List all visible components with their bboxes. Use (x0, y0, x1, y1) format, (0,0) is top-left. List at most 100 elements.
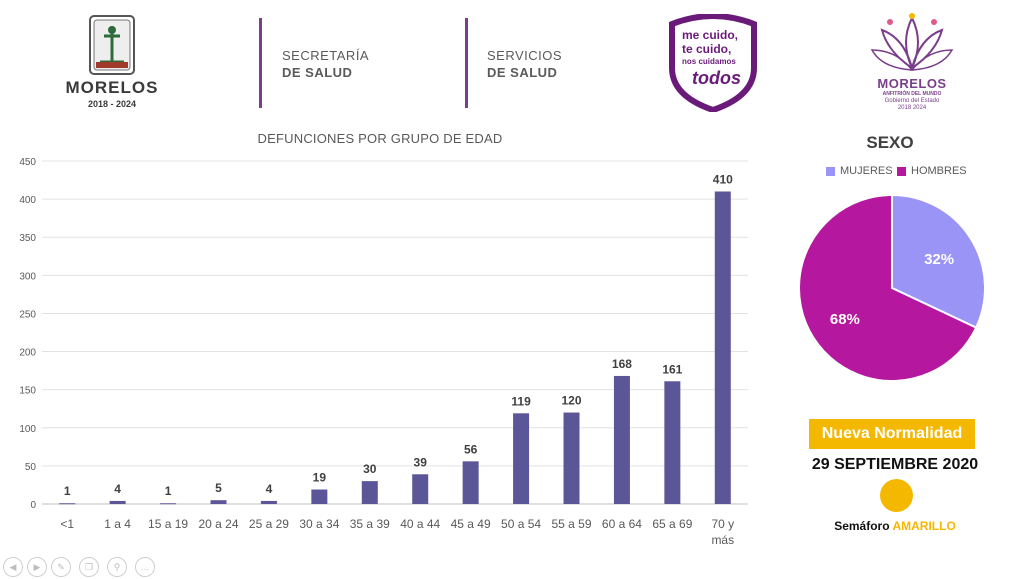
y-tick-label: 450 (19, 157, 36, 168)
semaforo-color: AMARILLO (892, 519, 956, 533)
x-tick-label-line: 45 a 49 (451, 517, 491, 531)
x-tick-label: 25 a 29 (249, 517, 289, 531)
bar (513, 413, 530, 504)
pie-value-label: 68% (830, 311, 860, 328)
x-tick-label: 30 a 34 (299, 517, 339, 531)
gov-logo-line2: Gobierno del Estado (884, 98, 940, 104)
bar (563, 412, 580, 504)
zoom-icon[interactable]: ⚲ (107, 557, 127, 577)
legend-label-hombres: HOMBRES (911, 165, 967, 177)
bar (714, 191, 731, 504)
x-tick-label: 1 a 4 (104, 517, 131, 531)
x-tick-label-line: más (711, 533, 734, 547)
semaforo-label: Semáforo (834, 519, 890, 533)
bar-data-label: 119 (511, 394, 531, 408)
y-tick-label: 400 (19, 195, 36, 206)
x-tick-label-line: 50 a 54 (501, 517, 541, 531)
bar-chart-title: DEFUNCIONES POR GRUPO DE EDAD (257, 131, 503, 146)
x-tick-label: 20 a 24 (198, 517, 238, 531)
y-tick-label: 100 (19, 424, 36, 435)
pen-icon[interactable]: ✎ (51, 557, 71, 577)
pie-slice (891, 193, 986, 329)
bar-data-label: 410 (713, 172, 733, 186)
shield-icon (669, 14, 757, 112)
y-tick-label: 200 (19, 348, 36, 359)
x-tick-label-line: 40 a 44 (400, 517, 440, 531)
dept1-line2: DE SALUD (282, 65, 353, 80)
x-tick-label-line: 55 a 59 (551, 517, 591, 531)
lotus-icon (870, 13, 954, 71)
header-divider-1 (259, 18, 262, 108)
bar-data-label: 19 (313, 471, 327, 485)
bar-data-label: 120 (561, 394, 581, 408)
y-tick-label: 0 (30, 500, 36, 511)
dept-servicios-salud: SERVICIOS DE SALUD (487, 47, 562, 81)
x-tick-label-line: 70 y (711, 517, 734, 531)
bar (210, 500, 227, 504)
y-tick-label: 150 (19, 386, 36, 397)
bar-data-label: 168 (612, 357, 632, 371)
x-tick-label-line: 1 a 4 (104, 517, 131, 531)
bar (311, 489, 328, 504)
pie-value-label: 32% (924, 251, 954, 268)
bar (412, 474, 429, 504)
x-tick-label-line: 60 a 64 (602, 517, 642, 531)
bar-data-label: 56 (464, 442, 478, 456)
bar (59, 503, 76, 505)
next-icon[interactable]: ▶ (27, 557, 47, 577)
bar (613, 375, 630, 504)
x-tick-label-line: 65 a 69 (652, 517, 692, 531)
gov-logo-tagline: ANFITRIÓN DEL MUNDO (882, 91, 942, 97)
gov-logo-line3: 2018 2024 (897, 105, 927, 111)
campaign-logo: me cuido, te cuido, nos cuidamos todos (668, 14, 758, 112)
header-divider-2 (465, 18, 468, 108)
report-date: 29 SEPTIEMBRE 2020 (811, 456, 979, 473)
dept2-line1: SERVICIOS (487, 48, 563, 63)
x-tick-label-line: 20 a 24 (198, 517, 238, 531)
x-tick-label: 60 a 64 (602, 517, 642, 531)
x-tick-label: 50 a 54 (501, 517, 541, 531)
legend-item-mujeres: MUJERES (826, 165, 893, 177)
phase-badge: Nueva Normalidad (809, 419, 975, 449)
bar (664, 381, 681, 504)
x-tick-label-line: <1 (60, 517, 74, 531)
x-tick-label-line: 35 a 39 (350, 517, 390, 531)
morelos-logo: MORELOS 2018 - 2024 (62, 12, 162, 112)
legend-label-mujeres: MUJERES (840, 165, 893, 177)
bar (260, 500, 277, 504)
dept-secretaria-salud: SECRETARÍA DE SALUD (282, 47, 369, 81)
bar-data-label: 30 (363, 462, 377, 476)
gov-logo-name: MORELOS (877, 76, 947, 91)
y-tick-label: 250 (19, 309, 36, 320)
dept1-line1: SECRETARÍA (282, 48, 370, 63)
dept2-line2: DE SALUD (487, 65, 558, 80)
bar-data-label: 39 (414, 455, 428, 469)
bar-data-label: 161 (662, 362, 682, 376)
copy-icon[interactable]: ❐ (79, 557, 99, 577)
legend-swatch-hombres (897, 166, 906, 176)
morelos-logo-name: MORELOS (65, 78, 159, 97)
y-tick-label: 50 (25, 462, 37, 473)
morelos-seal-icon (89, 15, 135, 75)
x-tick-label: 15 a 19 (148, 517, 188, 531)
prev-icon[interactable]: ◀ (3, 557, 23, 577)
gov-logo: MORELOS ANFITRIÓN DEL MUNDO Gobierno del… (862, 12, 962, 112)
more-icon[interactable]: … (135, 557, 155, 577)
pie-chart-title: SEXO (866, 133, 914, 152)
legend-item-hombres: HOMBRES (897, 165, 967, 177)
morelos-logo-years: 2018 - 2024 (87, 99, 137, 109)
x-tick-label: 70 y más (711, 517, 734, 547)
x-tick-label: 35 a 39 (350, 517, 390, 531)
y-tick-label: 300 (19, 271, 36, 282)
bar-data-label: 4 (114, 482, 121, 496)
x-tick-label: 40 a 44 (400, 517, 440, 531)
y-tick-label: 350 (19, 233, 36, 244)
campaign-line2: te cuido, (682, 42, 732, 56)
bar (160, 503, 177, 505)
campaign-line1: me cuido, (682, 28, 739, 42)
semaforo-status: Semáforo AMARILLO (800, 519, 990, 533)
x-tick-label-line: 30 a 34 (299, 517, 339, 531)
pie-slice (798, 193, 978, 382)
x-tick-label: 45 a 49 (451, 517, 491, 531)
bar-data-label: 4 (266, 482, 273, 496)
